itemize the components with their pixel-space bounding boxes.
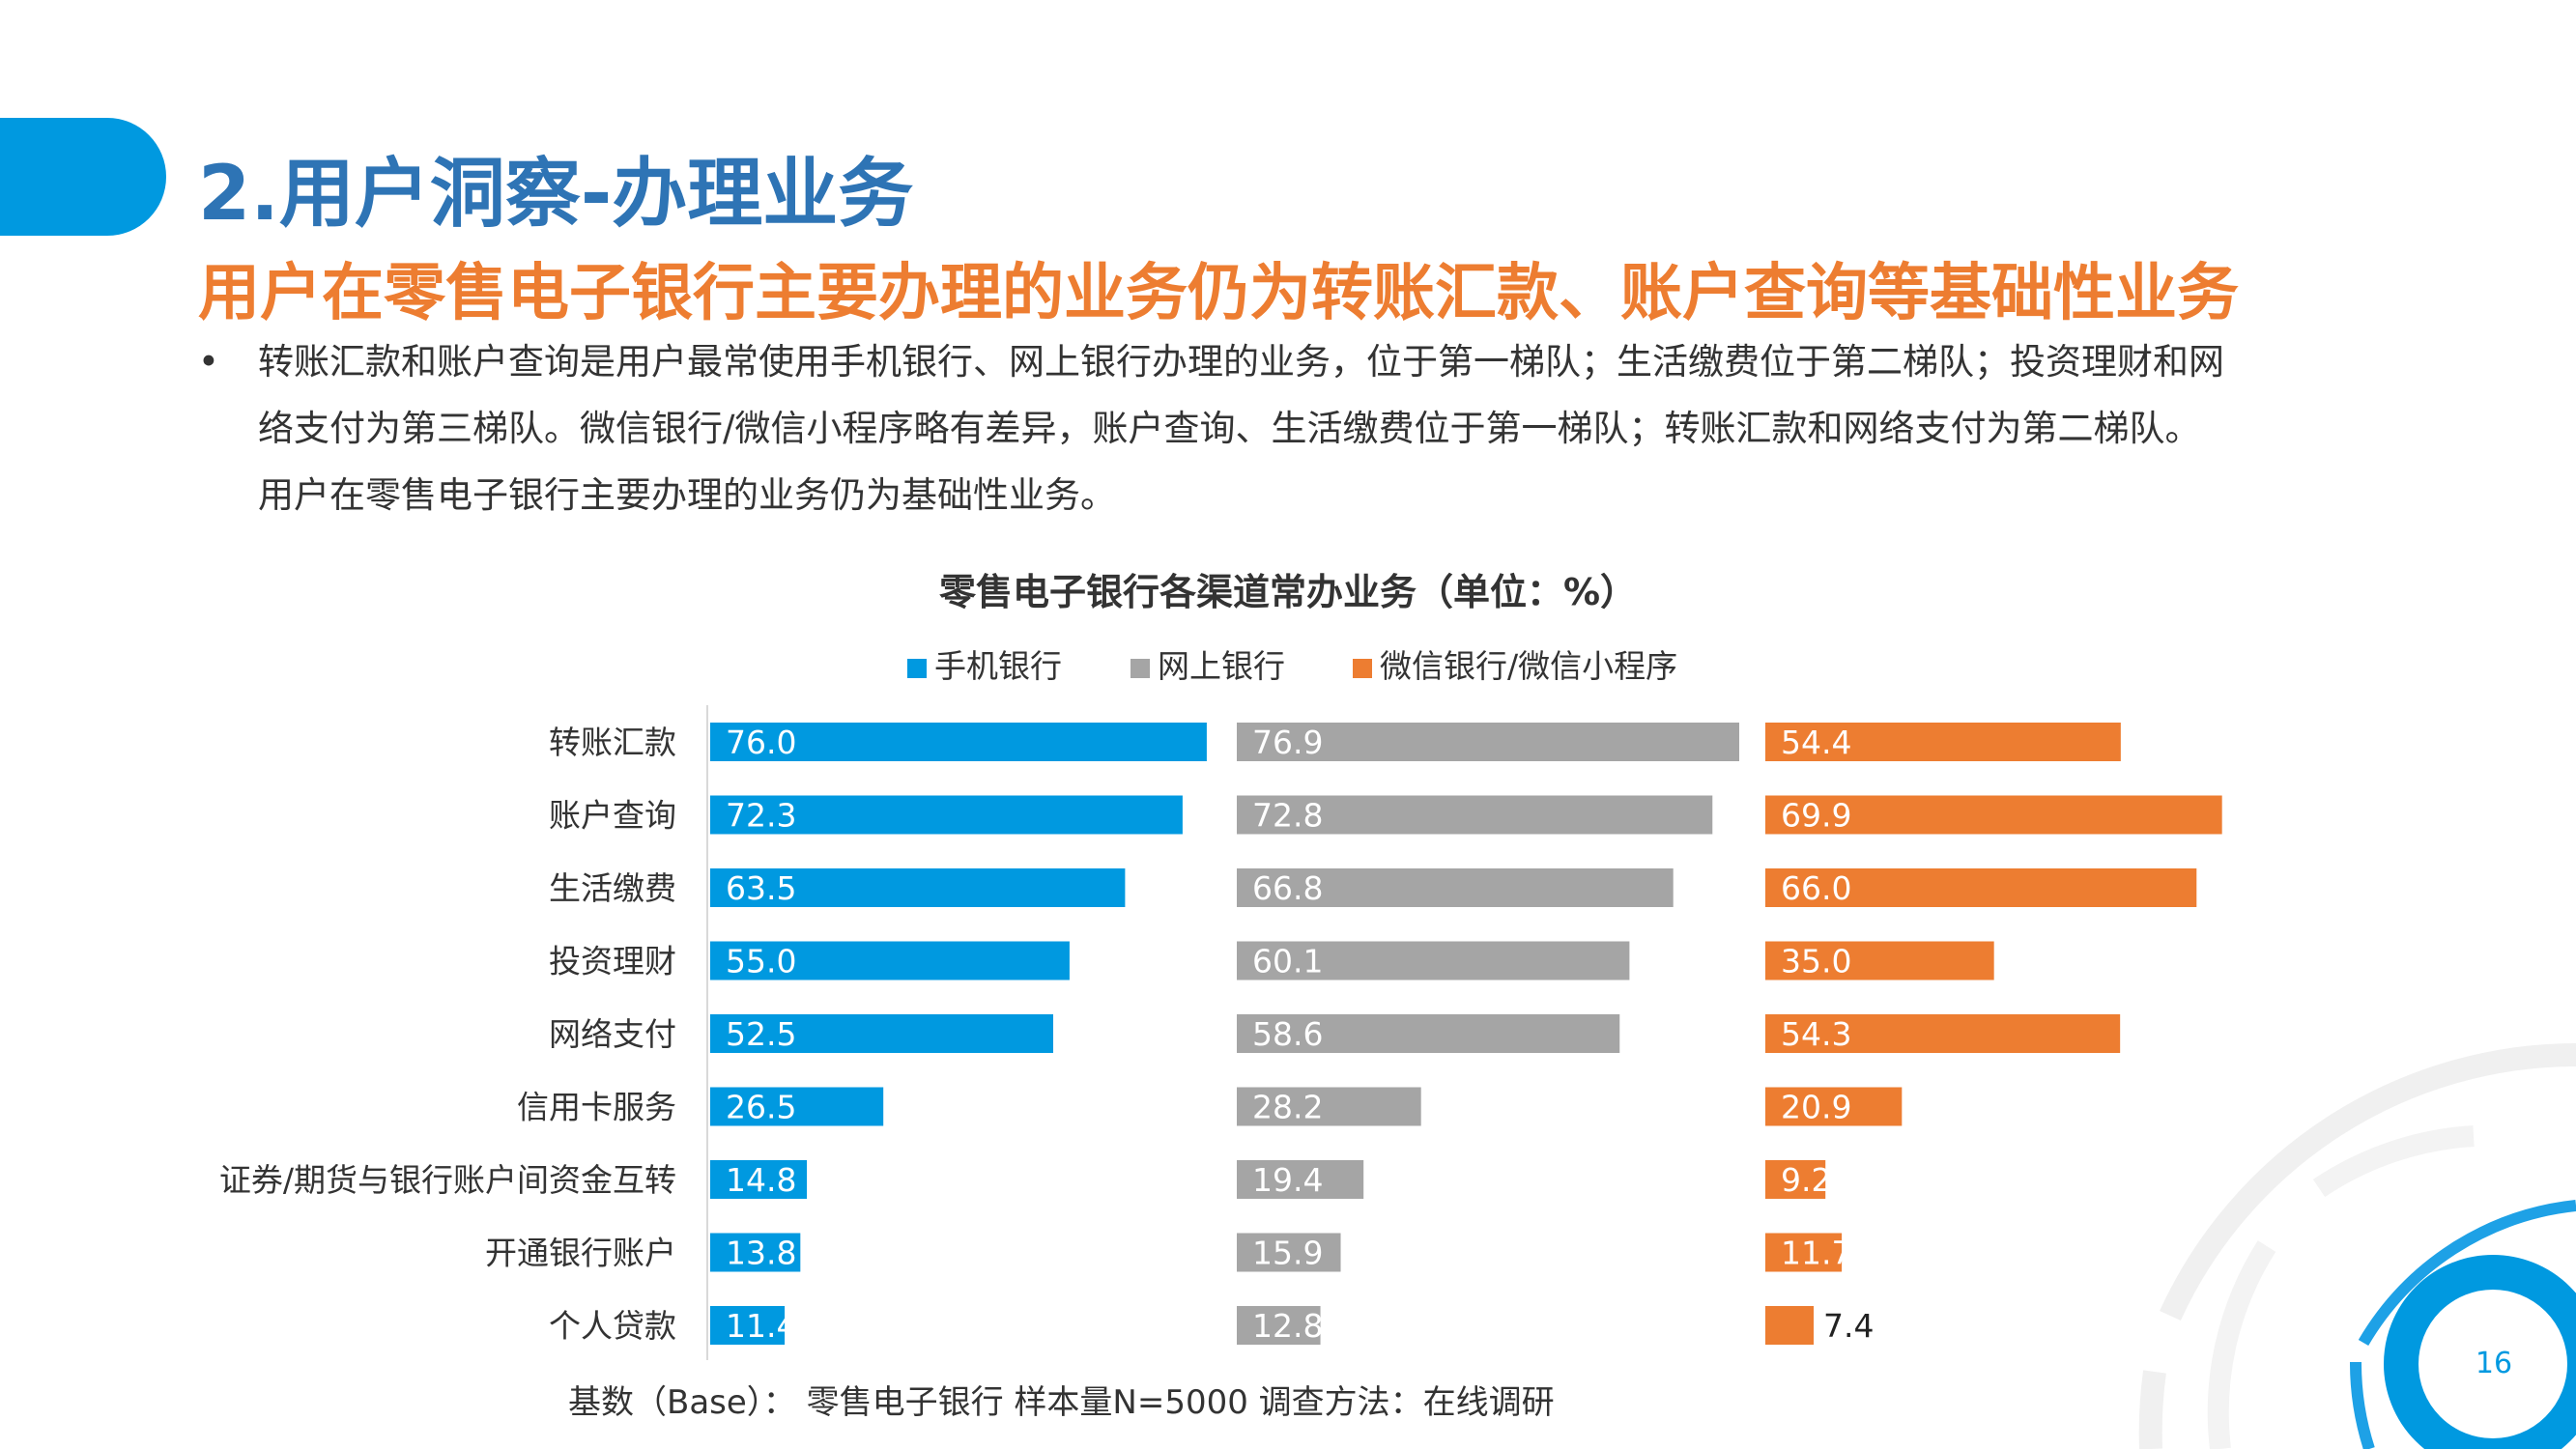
value-label-s2-r6: 28.2 <box>1252 1089 1323 1126</box>
middle-gray-arc <box>2312 1125 2475 1198</box>
category-labels: 转账汇款账户查询生活缴费投资理财网络支付信用卡服务证券/期货与银行账户间资金互转… <box>219 724 676 1345</box>
bar-s3-r5 <box>1765 1014 2121 1053</box>
category-label-3: 生活缴费 <box>549 869 676 907</box>
category-label-2: 账户查询 <box>549 797 676 835</box>
value-labels: 76.0 72.3 63.5 55.0 52.5 26.5 14.8 13.8 11.4 76.9… <box>726 724 1875 1345</box>
chart-title: 零售电子银行各渠道常办业务（单位：%） <box>939 571 1637 613</box>
bar-s3-r2 <box>1765 795 2222 835</box>
slide-subtitle: 用户在零售电子银行主要办理的业务仍为转账汇款、账户查询等基础性业务 <box>198 258 2239 329</box>
bar-s3-r4 <box>1765 941 1994 980</box>
category-label-9: 个人贷款 <box>549 1307 676 1345</box>
bar-s2-r2 <box>1237 795 1713 835</box>
category-label-1: 转账汇款 <box>549 724 676 761</box>
value-label-s1-r1: 76.0 <box>726 724 796 761</box>
value-label-s2-r3: 66.8 <box>1252 869 1323 907</box>
value-label-s1-r3: 63.5 <box>726 869 796 907</box>
bar-s2-r3 <box>1237 868 1674 907</box>
legend-label-3: 微信银行/微信小程序 <box>1380 647 1677 685</box>
value-label-s2-r8: 15.9 <box>1252 1235 1323 1272</box>
value-label-s1-r5: 52.5 <box>726 1015 796 1053</box>
value-label-s1-r8: 13.8 <box>726 1235 796 1272</box>
bar-s2-r7 <box>1237 1160 1364 1199</box>
base-note: 基数（Base）： 零售电子银行 样本量N=5000 调查方法：在线调研 <box>568 1383 1555 1422</box>
page-ring <box>2384 1255 2576 1449</box>
value-label-s3-r2: 69.9 <box>1781 797 1851 835</box>
value-label-s2-r9: 12.8 <box>1252 1307 1323 1345</box>
bar-s2-r4 <box>1237 941 1630 980</box>
page-number: 16 <box>2475 1347 2513 1380</box>
bullet-line-1: 转账汇款和账户查询是用户最常使用手机银行、网上银行办理的业务，位于第一梯队；生活… <box>258 341 2224 383</box>
category-label-6: 信用卡服务 <box>517 1089 676 1126</box>
value-label-s3-r1: 54.4 <box>1781 724 1851 761</box>
bar-s2-r6 <box>1237 1087 1421 1126</box>
category-label-7: 证券/期货与银行账户间资金互转 <box>219 1161 676 1199</box>
bar-s1-r4 <box>710 941 1070 980</box>
blue-arc <box>2358 1200 2576 1347</box>
bar-s1-r3 <box>710 868 1126 907</box>
legend-swatch-1 <box>907 659 927 678</box>
bar-s1-r8 <box>710 1233 801 1272</box>
value-label-s1-r2: 72.3 <box>726 797 796 835</box>
bullet-marker: • <box>198 341 219 383</box>
bar-s2-r1 <box>1237 723 1739 761</box>
bar-chart: 零售电子银行各渠道常办业务（单位：%） 手机银行 网上银行 微信银行/微信小程序 转… <box>219 571 2222 1360</box>
chart-bars <box>710 723 2222 1345</box>
category-label-5: 网络支付 <box>549 1015 676 1053</box>
header-tab-shape <box>0 118 166 236</box>
bar-s2-r8 <box>1237 1233 1341 1272</box>
bullet-line-3: 用户在零售电子银行主要办理的业务仍为基础性业务。 <box>258 474 1116 516</box>
bar-s1-r7 <box>710 1160 808 1199</box>
blue-arc-2 <box>2349 1361 2375 1449</box>
bar-s1-r5 <box>710 1014 1054 1053</box>
value-label-s2-r5: 58.6 <box>1252 1015 1323 1053</box>
legend-label-2: 网上银行 <box>1158 647 1285 685</box>
value-label-s1-r9: 11.4 <box>726 1307 796 1345</box>
value-label-s3-r7: 9.2 <box>1781 1161 1831 1199</box>
bar-s3-r6 <box>1765 1087 1903 1126</box>
value-label-s1-r4: 55.0 <box>726 943 796 980</box>
value-label-s3-r6: 20.9 <box>1781 1089 1851 1126</box>
bar-s3-r3 <box>1765 868 2197 907</box>
bar-s1-r1 <box>710 723 1207 761</box>
bar-s1-r9 <box>710 1306 786 1345</box>
value-label-s3-r4: 35.0 <box>1781 943 1851 980</box>
bar-s3-r8 <box>1765 1233 1843 1272</box>
slide-title: 2.用户洞察-办理业务 <box>198 151 914 238</box>
legend-swatch-3 <box>1353 659 1372 678</box>
bullet-text: 转账汇款和账户查询是用户最常使用手机银行、网上银行办理的业务，位于第一梯队；生活… <box>258 328 2345 528</box>
middle-gray-arc-2 <box>2207 1240 2276 1449</box>
bar-s3-r1 <box>1765 723 2121 761</box>
legend-label-1: 手机银行 <box>934 647 1062 685</box>
bar-s3-r9 <box>1765 1306 1815 1345</box>
bullet-line-2: 络支付为第三梯队。微信银行/微信小程序略有差异，账户查询、生活缴费位于第一梯队；… <box>258 408 2201 449</box>
value-label-s2-r7: 19.4 <box>1252 1161 1323 1199</box>
bar-s2-r5 <box>1237 1014 1620 1053</box>
outer-gray-arc-2 <box>2138 1370 2166 1449</box>
outer-gray-arc <box>2160 1043 2576 1321</box>
bar-s1-r2 <box>710 795 1183 835</box>
value-label-s3-r3: 66.0 <box>1781 869 1851 907</box>
bar-s3-r7 <box>1765 1160 1826 1199</box>
value-label-s3-r9: 7.4 <box>1823 1307 1874 1345</box>
value-label-s2-r4: 60.1 <box>1252 943 1323 980</box>
bar-s2-r9 <box>1237 1306 1321 1345</box>
value-label-s2-r1: 76.9 <box>1252 724 1323 761</box>
value-label-s1-r7: 14.8 <box>726 1161 796 1199</box>
legend-swatch-2 <box>1131 659 1150 678</box>
value-label-s3-r8: 11.7 <box>1781 1235 1851 1272</box>
value-label-s1-r6: 26.5 <box>726 1089 796 1126</box>
category-label-4: 投资理财 <box>549 943 676 980</box>
chart-legend: 手机银行 网上银行 微信银行/微信小程序 <box>907 647 1677 685</box>
value-label-s2-r2: 72.8 <box>1252 797 1323 835</box>
category-label-8: 开通银行账户 <box>485 1235 676 1272</box>
value-label-s3-r5: 54.3 <box>1781 1015 1851 1053</box>
bar-s1-r6 <box>710 1087 884 1126</box>
